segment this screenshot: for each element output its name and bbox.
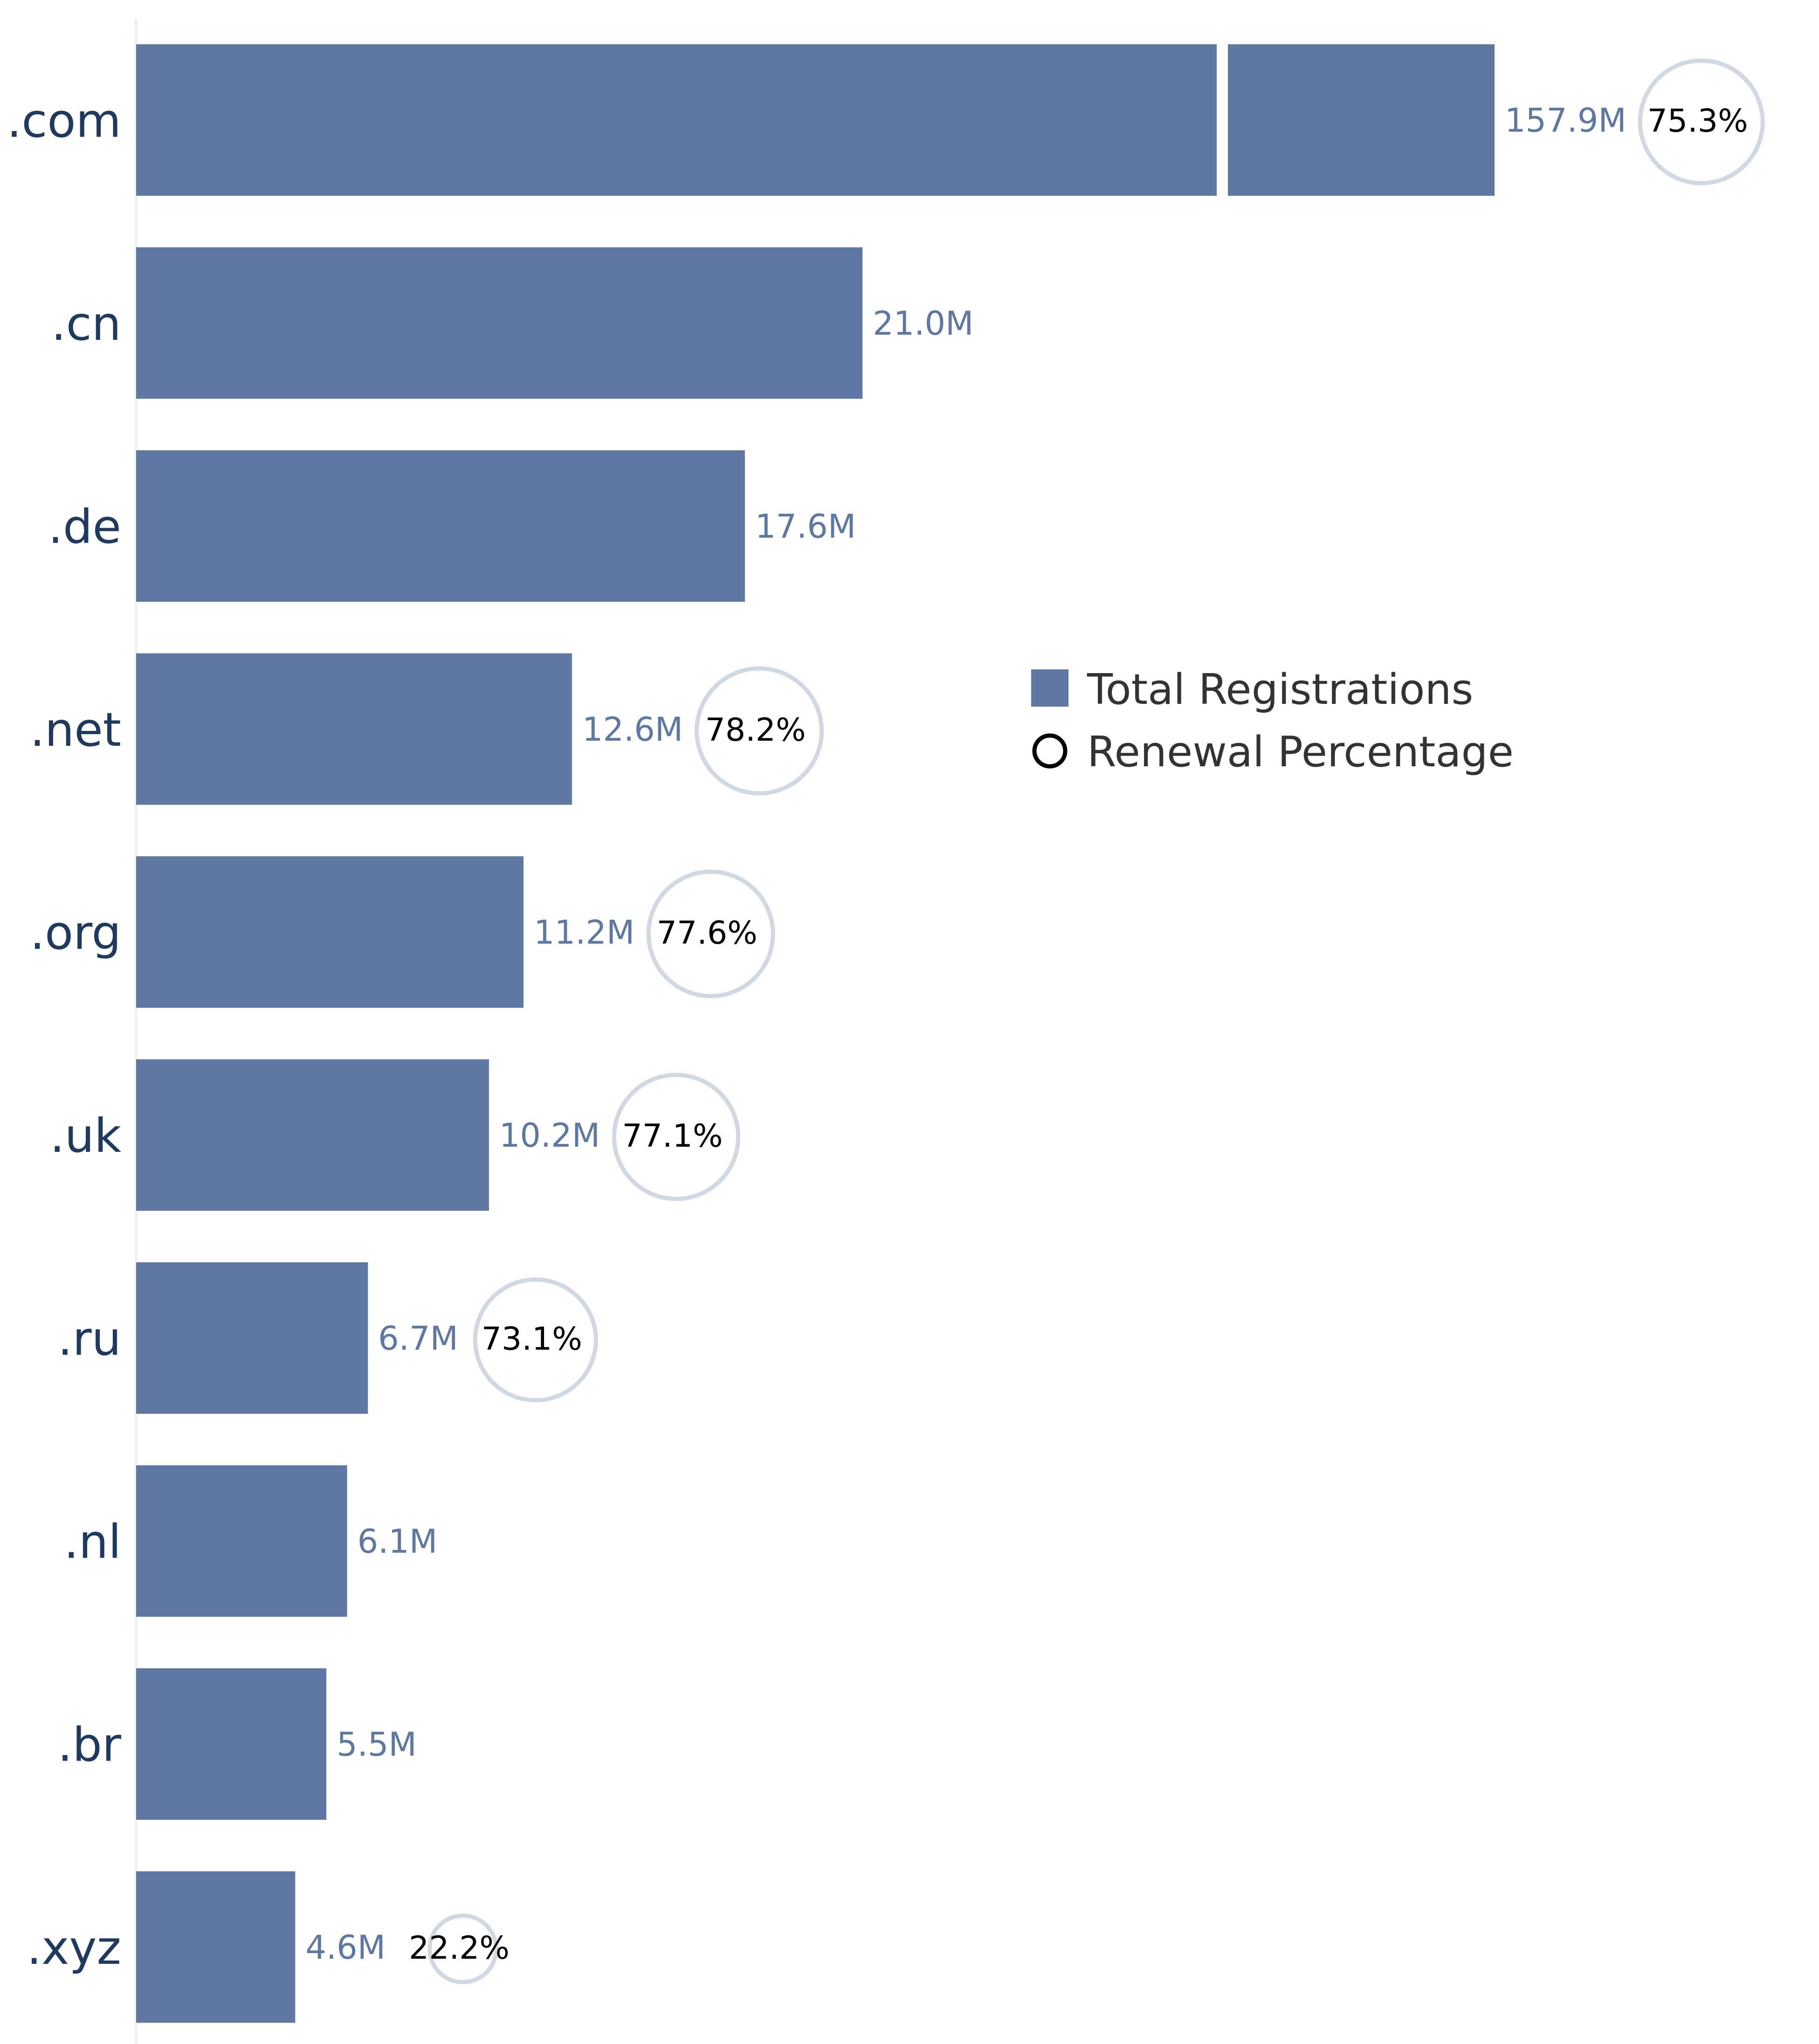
bar-xyz xyxy=(136,1871,296,2023)
category-label-net: .net xyxy=(30,702,121,757)
value-label-ru: 6.7M xyxy=(378,1320,458,1358)
renewal-circle-uk xyxy=(612,1073,741,1201)
renewal-circle-net xyxy=(695,666,824,796)
bar-de xyxy=(136,450,745,602)
legend-bar-label: Total Registrations xyxy=(1087,665,1473,714)
category-label-xyz: .xyz xyxy=(27,1920,121,1975)
category-label-nl: .nl xyxy=(64,1514,121,1569)
renewal-circle-xyz xyxy=(427,1913,498,1984)
bar-org xyxy=(136,856,524,1008)
renewal-label-ru: 73.1% xyxy=(482,1321,582,1358)
bar-nl xyxy=(136,1465,347,1617)
category-label-com: .com xyxy=(7,94,121,148)
renewal-label-xyz: 22.2% xyxy=(409,1930,510,1967)
bars-layer: .com 157.9M .cn 21.0M .de 17.6M .net 12.6M .org 1… xyxy=(7,44,1626,2023)
value-label-com: 157.9M xyxy=(1505,102,1626,140)
category-label-br: .br xyxy=(58,1718,122,1772)
value-label-nl: 6.1M xyxy=(358,1522,438,1561)
bar-com-segment-1 xyxy=(136,44,1217,196)
category-label-org: .org xyxy=(30,906,121,960)
renewal-circle-org xyxy=(646,869,775,998)
value-label-cn: 21.0M xyxy=(873,304,973,343)
bar-uk xyxy=(136,1059,489,1211)
renewal-label-com: 75.3% xyxy=(1647,103,1748,140)
renewal-circle-com xyxy=(1638,58,1765,186)
category-label-cn: .cn xyxy=(51,296,121,351)
bar-br xyxy=(136,1668,327,1820)
legend-circle-label: Renewal Percentage xyxy=(1087,728,1514,777)
bar-net xyxy=(136,653,572,805)
renewal-circle-ru xyxy=(473,1277,598,1403)
renewal-label-org: 77.6% xyxy=(657,915,758,952)
renewal-circles-layer: 75.3% 78.2% 77.6% 77.1% 73.1% 22.2% xyxy=(409,58,1765,1984)
bar-ru xyxy=(136,1262,368,1414)
category-label-ru: .ru xyxy=(58,1312,121,1366)
value-label-br: 5.5M xyxy=(337,1726,417,1764)
value-label-xyz: 4.6M xyxy=(305,1928,386,1967)
bar-com-segment-2 xyxy=(1228,44,1495,196)
value-label-net: 12.6M xyxy=(582,710,683,749)
renewal-label-net: 78.2% xyxy=(705,712,806,749)
legend: Total Registrations Renewal Percentage xyxy=(1031,665,1514,777)
category-label-de: .de xyxy=(48,500,121,554)
value-label-org: 11.2M xyxy=(534,914,634,952)
value-label-de: 17.6M xyxy=(755,508,856,546)
renewal-label-uk: 77.1% xyxy=(622,1118,723,1155)
bar-cn xyxy=(136,247,863,399)
value-label-uk: 10.2M xyxy=(499,1116,600,1155)
legend-circle-swatch xyxy=(1032,733,1068,769)
legend-bar-swatch xyxy=(1031,669,1068,707)
category-label-uk: .uk xyxy=(50,1108,121,1163)
